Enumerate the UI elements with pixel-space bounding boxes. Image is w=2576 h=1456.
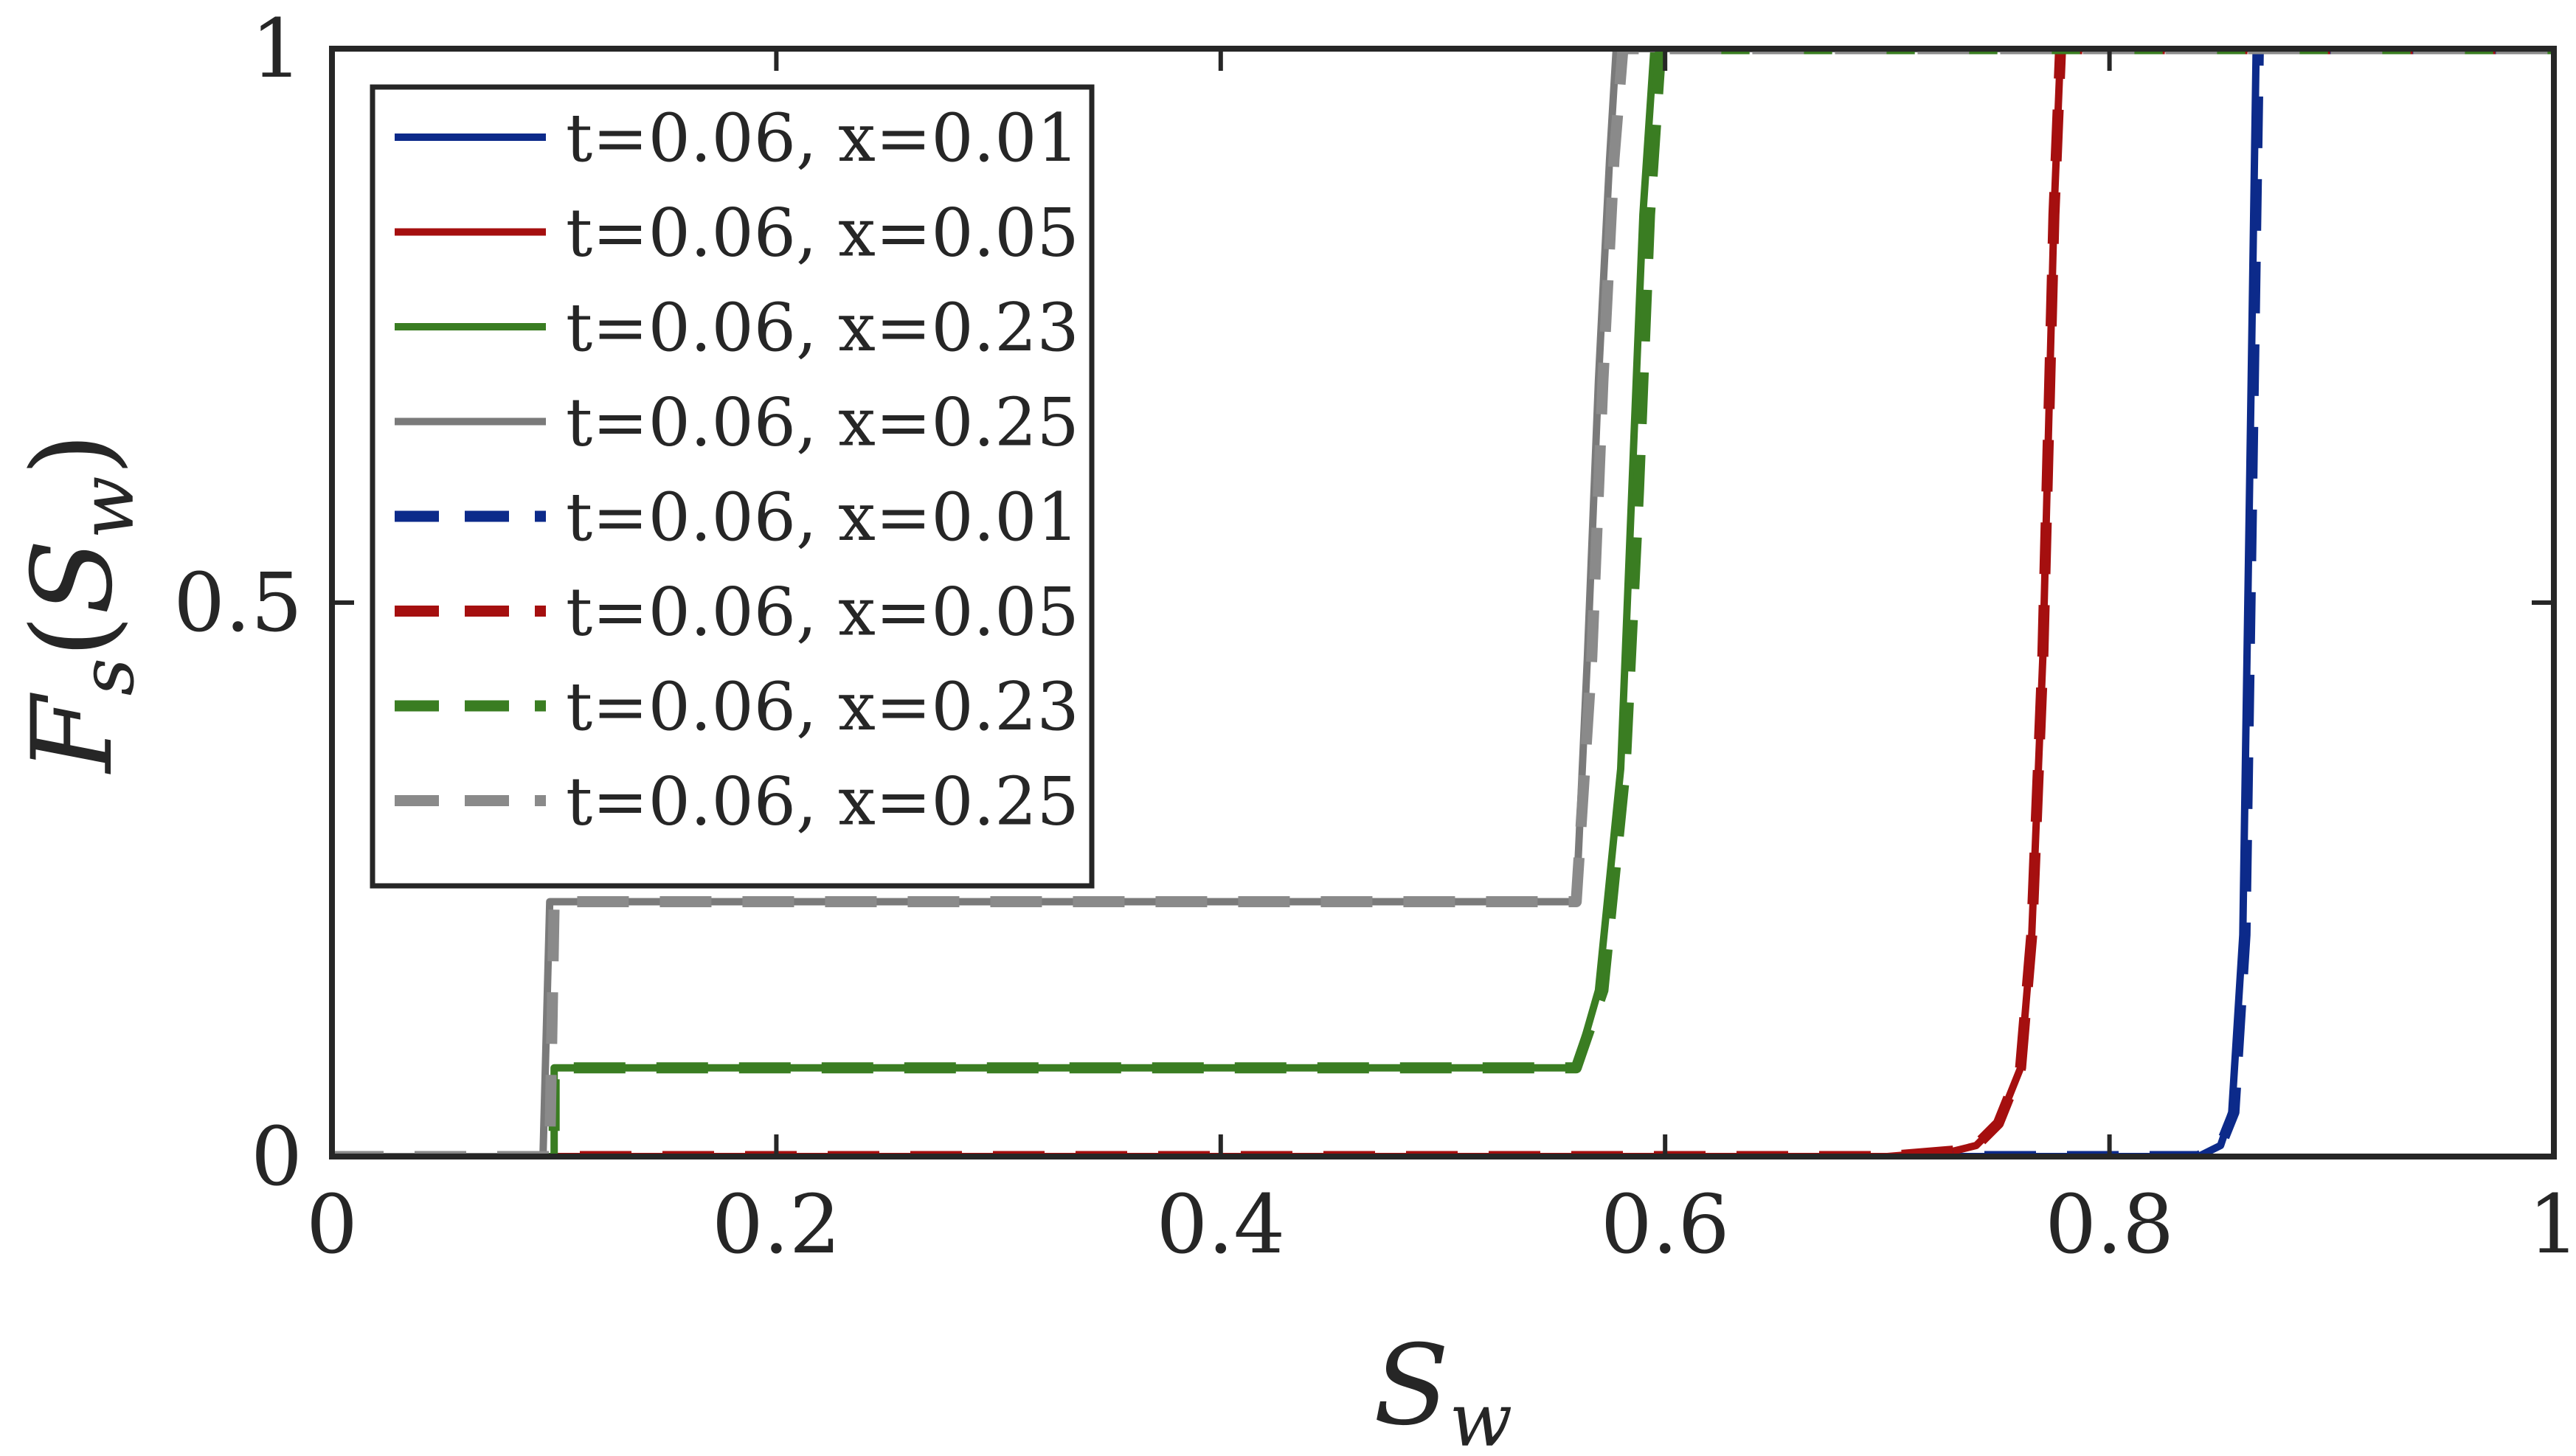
y-tick-label-2: 1	[251, 1, 302, 96]
y-axis-label: Fs(Sw)	[9, 433, 150, 775]
series-line-4-solid	[332, 49, 2554, 1157]
plot-area	[332, 49, 2554, 1157]
legend-label-8: t=0.06, x=0.25	[566, 763, 1079, 841]
axis-ticks: 0 0.2 0.4 0.6 0.8 1 0 0.5 1	[173, 1, 2576, 1272]
legend-label-4: t=0.06, x=0.25	[566, 384, 1079, 462]
x-tick-label-1: 0.2	[712, 1177, 841, 1272]
series-line-8-dashed	[332, 49, 2554, 1157]
legend-box	[370, 84, 1095, 889]
legend-label-1: t=0.06, x=0.01	[566, 100, 1079, 177]
legend-label-2: t=0.06, x=0.05	[566, 195, 1079, 272]
x-tick-label-2: 0.4	[1156, 1177, 1285, 1272]
series-line-5-dashed	[332, 49, 2554, 1157]
x-tick-label-3: 0.6	[1601, 1177, 1730, 1272]
legend-label-5: t=0.06, x=0.01	[566, 479, 1079, 556]
legend-label-3: t=0.06, x=0.23	[566, 289, 1079, 367]
legend-label-7: t=0.06, x=0.23	[566, 668, 1079, 746]
x-tick-label-5: 1	[2528, 1177, 2576, 1272]
y-tick-label-1: 0.5	[173, 555, 302, 650]
series-line-6-dashed	[332, 49, 2554, 1157]
x-tick-label-4: 0.8	[2045, 1177, 2174, 1272]
y-tick-label-0: 0	[251, 1109, 302, 1204]
x-tick-label-0: 0	[306, 1177, 358, 1272]
legend: t=0.06, x=0.01 t=0.06, x=0.05 t=0.06, x=0.…	[370, 84, 1095, 889]
legend-label-6: t=0.06, x=0.05	[566, 574, 1079, 651]
